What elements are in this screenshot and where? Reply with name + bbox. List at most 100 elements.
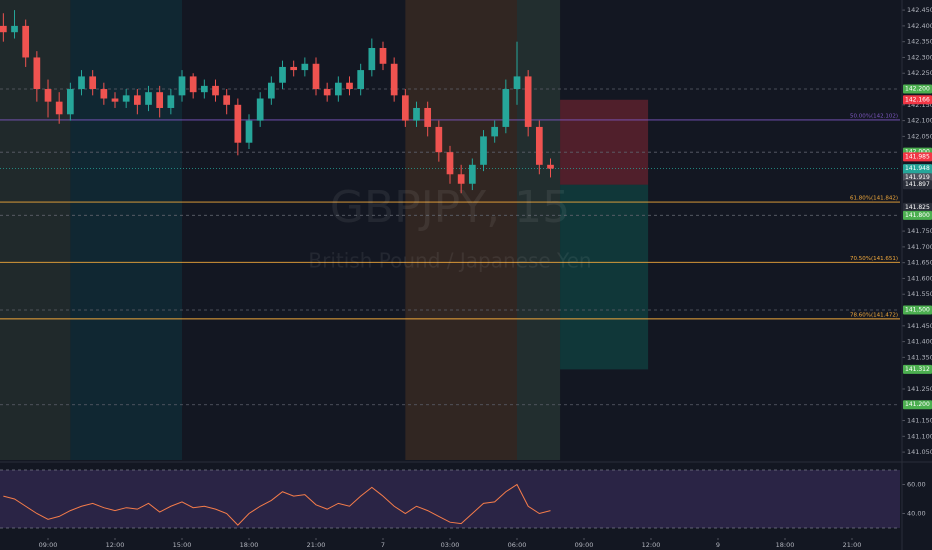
x-tick-label: 7: [381, 541, 385, 549]
price-label-box: [903, 95, 932, 105]
y-tick-label: 141.050: [907, 448, 932, 456]
price-label: 141.312: [905, 366, 930, 373]
session-zone: [405, 0, 517, 460]
x-tick-label: 12:00: [106, 541, 125, 549]
y-tick-label: 141.600: [907, 274, 932, 282]
candle-body: [200, 85, 208, 93]
candle-body: [524, 76, 532, 127]
candle-body: [491, 126, 499, 137]
candle-body: [0, 25, 7, 33]
candle-body: [55, 101, 63, 115]
y-tick-label: 142.250: [907, 69, 932, 77]
y-tick-label: 141.450: [907, 322, 932, 330]
price-label: 141.919: [905, 174, 930, 181]
stop-zone: [560, 99, 649, 185]
price-label: 142.166: [905, 96, 930, 103]
candle-body: [11, 25, 18, 33]
candle-body: [435, 126, 443, 153]
candle-body: [167, 95, 175, 108]
candle-body: [78, 76, 85, 90]
y-tick-label: 141.750: [907, 227, 932, 235]
candle-body: [513, 76, 521, 90]
candle-body: [301, 63, 309, 71]
candle-body: [535, 126, 543, 165]
session-zone: [70, 0, 183, 460]
candle-body: [33, 57, 41, 90]
y-tick-label: 142.150: [907, 101, 932, 109]
y-tick-label: 142.350: [907, 38, 932, 46]
price-label-box: [903, 210, 932, 220]
x-tick-label: 09:00: [39, 541, 58, 549]
y-tick-label: 142.400: [907, 22, 932, 30]
candle-body: [66, 89, 74, 115]
x-tick-label: 9: [716, 541, 720, 549]
watermark-subtitle: British Pound / Japanese Yen: [308, 249, 591, 273]
x-tick-label: 15:00: [173, 541, 192, 549]
y-tick-label: 142.050: [907, 132, 932, 140]
candle-body: [457, 174, 465, 184]
candle-body: [122, 95, 130, 102]
price-label-box: [903, 400, 932, 410]
x-tick-label: 09:00: [575, 541, 594, 549]
price-label-box: [903, 180, 932, 190]
x-tick-label: 03:00: [441, 541, 460, 549]
x-tick-label: 18:00: [776, 541, 795, 549]
y-tick-label: 141.700: [907, 243, 932, 251]
x-tick-label: 18:00: [240, 541, 259, 549]
candle-body: [44, 89, 52, 102]
candle-body: [290, 66, 298, 71]
price-label: 141.985: [905, 153, 930, 160]
candle-body: [368, 47, 376, 71]
y-tick-label: 142.450: [907, 6, 932, 14]
candle-body: [212, 85, 219, 96]
candle-body: [133, 95, 141, 105]
candle-body: [312, 63, 320, 90]
price-label-box: [903, 84, 932, 94]
fib-label: 70.50%(141.651): [850, 256, 898, 262]
y-tick-label: 141.650: [907, 259, 932, 267]
fib-label: 78.60%(141.472): [850, 312, 898, 318]
y-tick-label: 142.100: [907, 117, 932, 125]
candle-body: [256, 98, 264, 121]
candle-body: [178, 76, 186, 96]
price-label-box: [903, 173, 932, 183]
price-label: 141.825: [905, 204, 930, 211]
candle-body: [156, 92, 164, 108]
candle-body: [413, 107, 420, 121]
x-tick-label: 12:00: [642, 541, 661, 549]
y-tick-label: 141.150: [907, 417, 932, 425]
price-label-box: [903, 305, 932, 315]
price-label: 141.948: [905, 165, 930, 172]
candle-body: [323, 89, 331, 96]
price-label: 142.200: [905, 86, 930, 93]
candle-body: [89, 76, 97, 90]
candle-body: [223, 95, 231, 105]
x-tick-label: 06:00: [508, 541, 527, 549]
candle-body: [245, 120, 253, 143]
candle-body: [22, 25, 30, 58]
price-label-box: [903, 202, 932, 212]
candle-body: [100, 89, 108, 99]
fib-label: 50.00%(142.102): [850, 113, 898, 119]
price-label: 141.500: [905, 307, 930, 314]
y-tick-label: 142.300: [907, 53, 932, 61]
candle-body: [111, 98, 119, 102]
price-label: 141.897: [905, 181, 930, 188]
candle-body: [279, 66, 286, 83]
candle-body: [234, 104, 242, 143]
price-label: 142.000: [905, 149, 930, 156]
x-tick-label: 21:00: [843, 541, 862, 549]
candle-body: [145, 92, 152, 105]
candle-body: [390, 63, 398, 96]
y-tick-label: 141.250: [907, 385, 932, 393]
price-label-box: [903, 152, 932, 162]
candle-body: [446, 152, 454, 175]
candle-body: [357, 70, 365, 90]
candle-body: [547, 164, 554, 169]
candle-body: [502, 89, 510, 127]
candle-body: [379, 47, 387, 64]
candle-body: [480, 136, 487, 165]
candle-body: [346, 82, 353, 90]
